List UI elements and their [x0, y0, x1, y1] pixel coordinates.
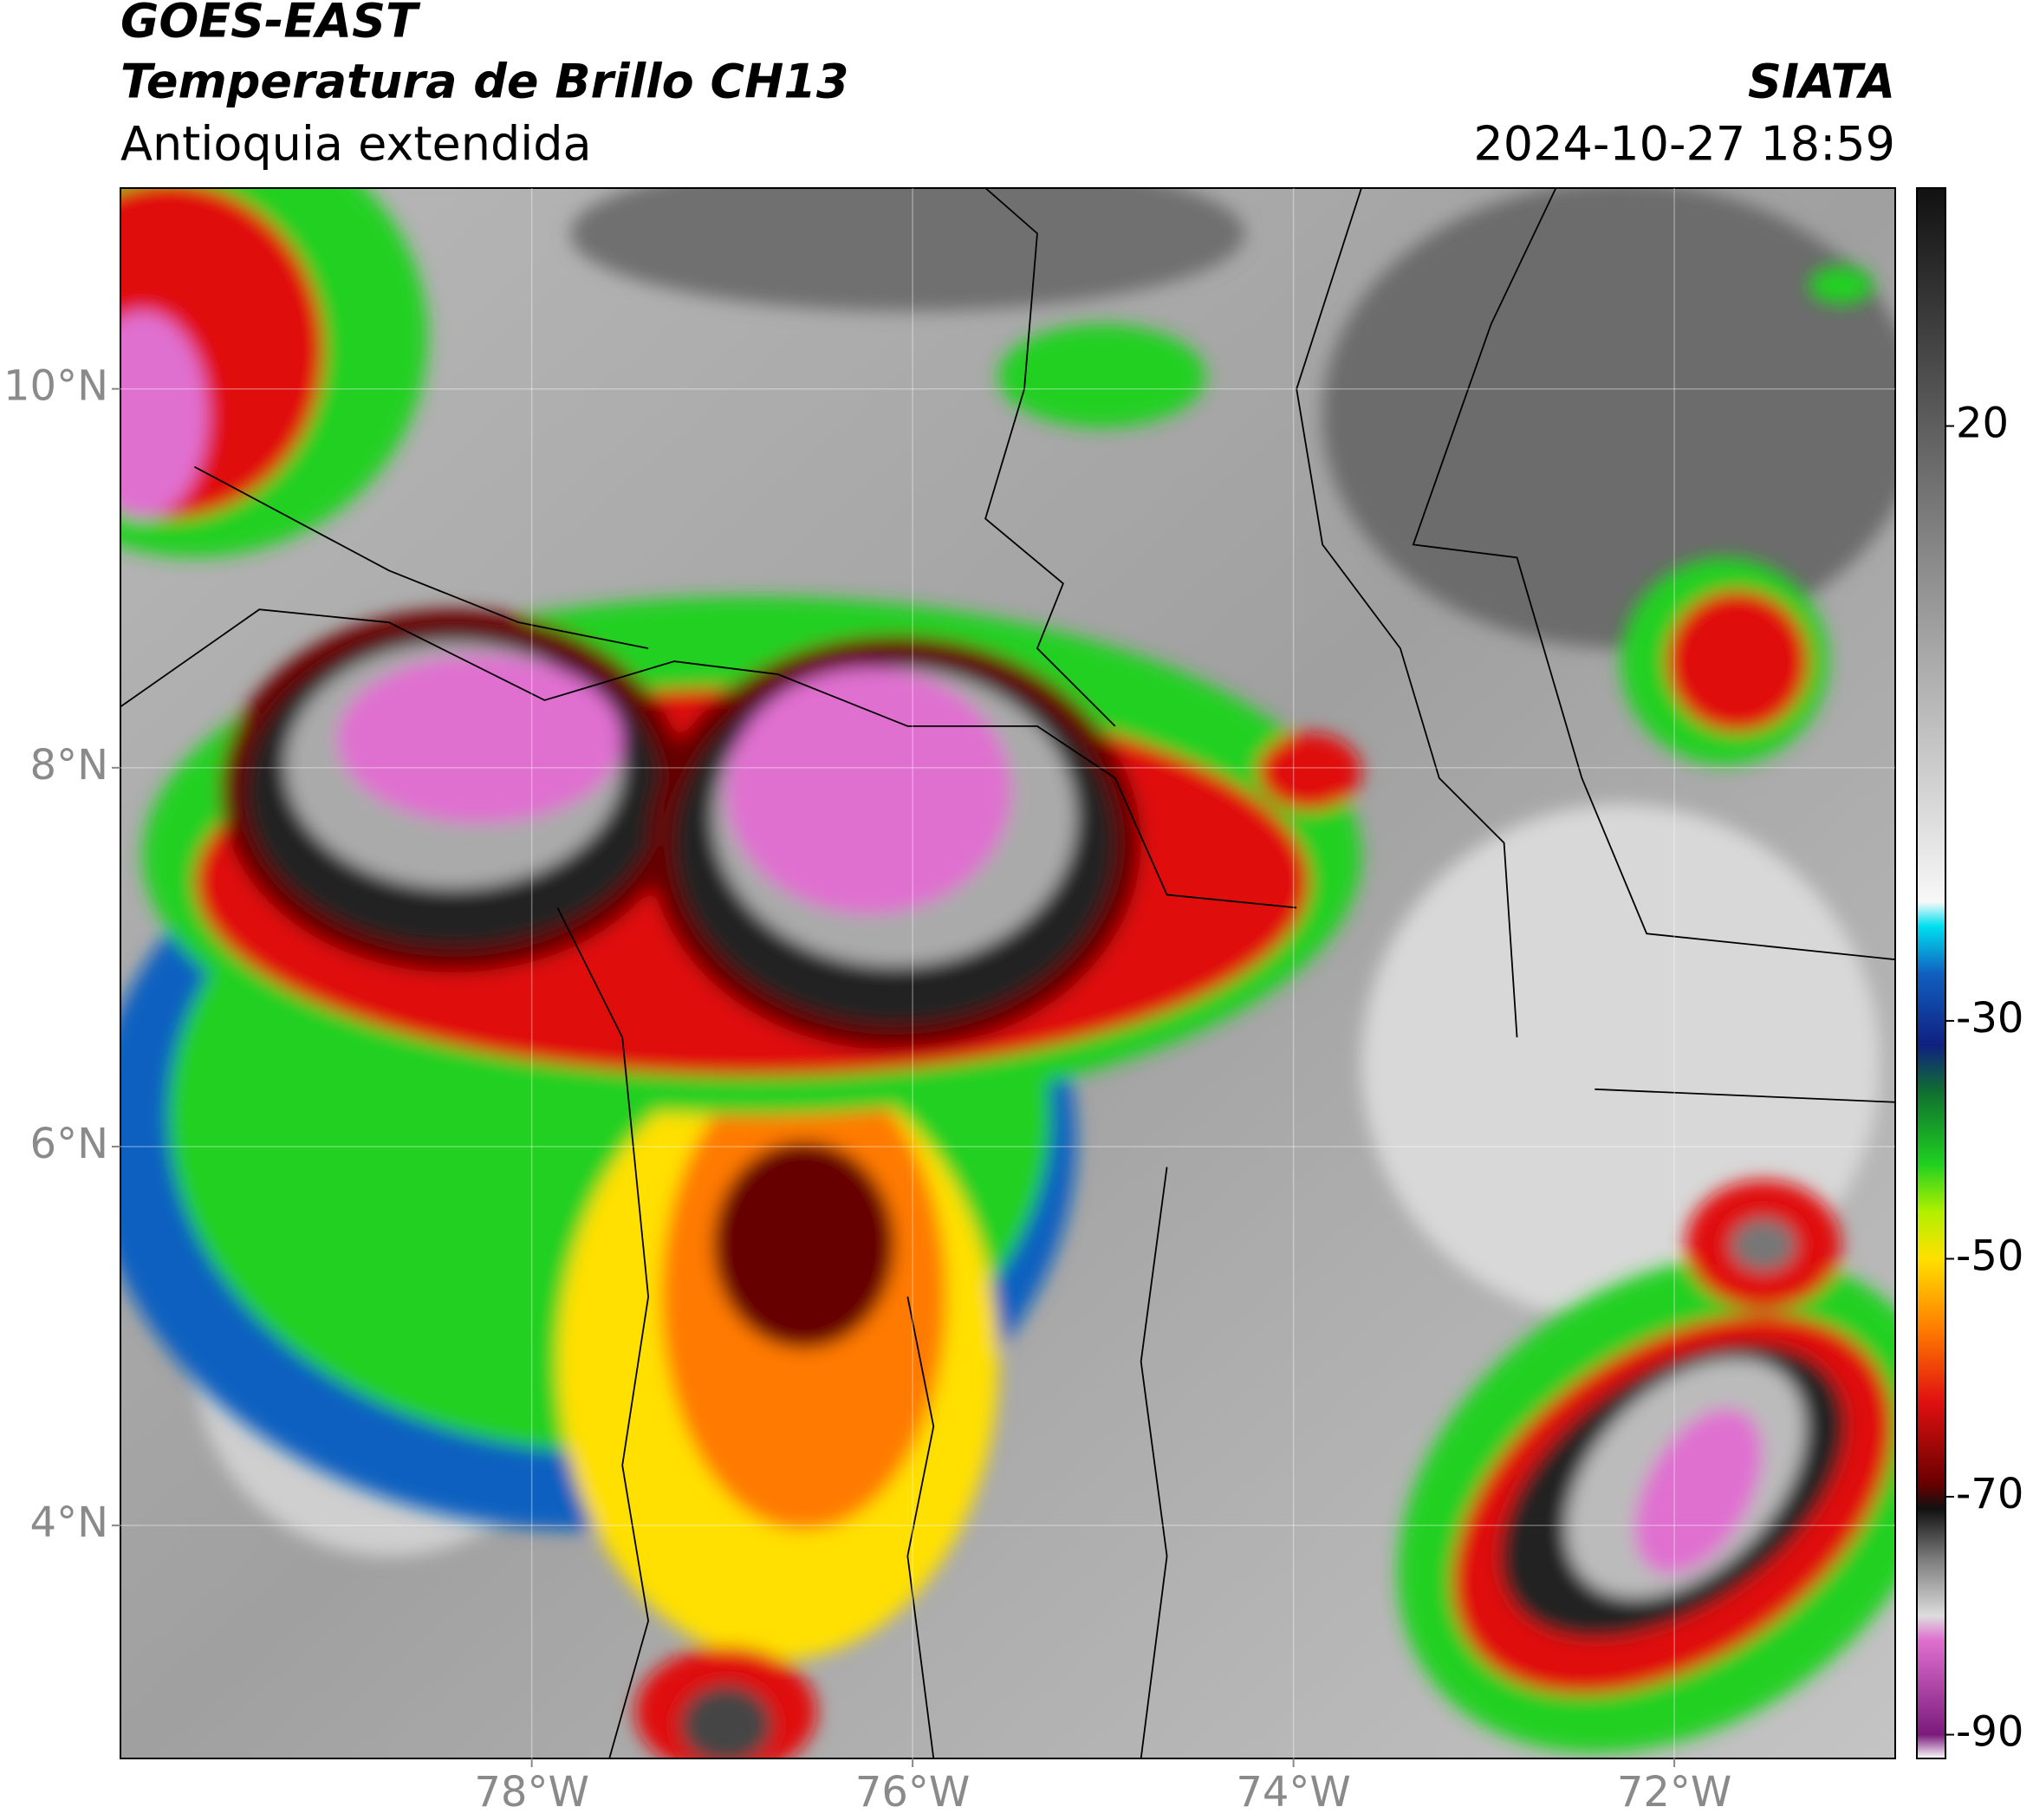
- satellite-title: GOES-EAST: [120, 0, 421, 49]
- colorbar-segment: [1917, 926, 1945, 974]
- colorbar-tick-label: -70: [1956, 1470, 2023, 1518]
- agency-title: SIATA: [1748, 55, 1895, 109]
- colorbar-segment: [1917, 1163, 1945, 1212]
- colorbar-segment: [1917, 1044, 1945, 1093]
- colorbar-segment: [1917, 973, 1945, 1045]
- colorbar-segment: [1917, 1401, 1945, 1485]
- y-tick-label: 10°N: [3, 362, 108, 411]
- colorbar-segment: [1917, 1092, 1945, 1165]
- colorbar-segment: [1917, 1258, 1945, 1331]
- colorbar-segment: [1917, 1639, 1945, 1736]
- colorbar-segment: [1917, 1211, 1945, 1259]
- colorbar-tick-label: -90: [1956, 1708, 2023, 1757]
- map-frame: [120, 187, 1896, 1759]
- y-tick-label: 4°N: [30, 1498, 108, 1547]
- y-tick-label: 8°N: [30, 741, 108, 790]
- colorbar-segment: [1917, 1615, 1945, 1641]
- x-tick-label: 74°W: [1236, 1768, 1351, 1817]
- colorbar-segment: [1917, 188, 1945, 903]
- colorbar-segment: [1917, 1556, 1945, 1616]
- colorbar-tick-label: -50: [1956, 1232, 2023, 1280]
- colorbar-segment: [1917, 1329, 1945, 1402]
- x-tick-label: 76°W: [855, 1768, 971, 1817]
- colorbar-segment: [1917, 1734, 1945, 1759]
- colorbar-segment: [1917, 1508, 1945, 1557]
- colorbar-frame: [1916, 187, 1946, 1759]
- datetime-title: 2024-10-27 18:59: [1473, 117, 1895, 172]
- colorbar-segment: [1917, 901, 1945, 926]
- product-title: Temperatura de Brillo CH13: [120, 55, 849, 109]
- colorbar-tick-label: 20: [1956, 400, 2009, 448]
- map-imagery: [120, 187, 1896, 1758]
- x-tick-label: 72°W: [1617, 1768, 1732, 1817]
- y-tick-label: 6°N: [30, 1120, 108, 1168]
- colorbar-tick-label: -30: [1956, 994, 2023, 1043]
- colorbar-segment: [1917, 1485, 1945, 1510]
- region-title: Antioquia extendida: [120, 117, 592, 172]
- x-tick-label: 78°W: [474, 1768, 589, 1817]
